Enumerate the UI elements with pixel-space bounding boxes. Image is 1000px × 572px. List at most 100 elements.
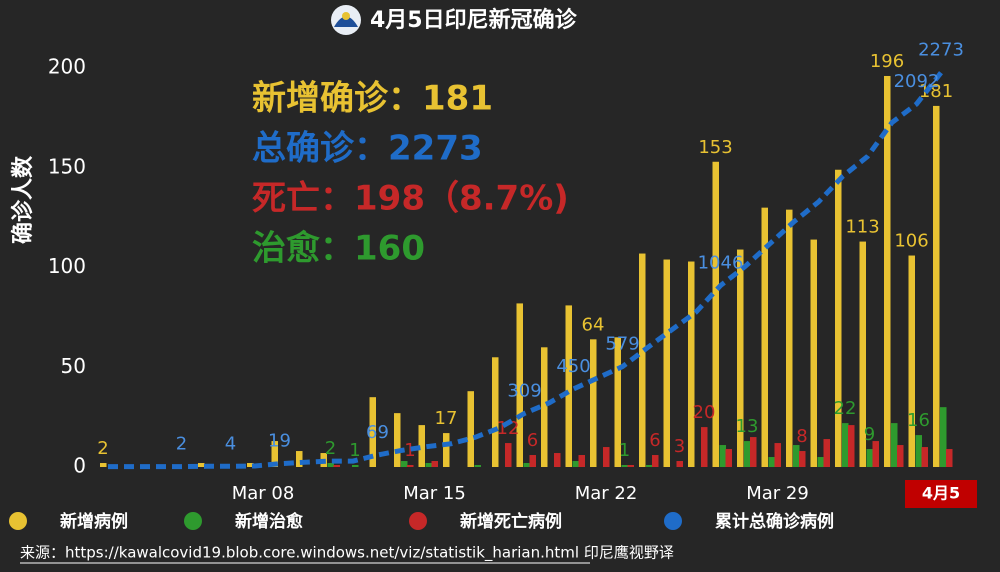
- bar: [100, 463, 107, 467]
- bar: [701, 427, 708, 467]
- bar: [646, 465, 653, 467]
- bar: [198, 463, 205, 467]
- bar: [725, 449, 732, 467]
- bar: [296, 451, 303, 467]
- x-tick-label: Mar 15: [403, 483, 466, 504]
- bar: [676, 461, 683, 467]
- bar: [908, 255, 915, 467]
- annotation: 死亡：198（8.7%): [252, 179, 569, 219]
- bar: [327, 463, 334, 467]
- data-label: 16: [907, 410, 930, 431]
- line: [108, 71, 943, 470]
- bar: [621, 465, 628, 467]
- bar: [369, 397, 376, 467]
- data-label: 153: [698, 137, 732, 158]
- bar: [872, 441, 879, 467]
- annotation: 总确诊：2273: [252, 129, 483, 169]
- data-label: 113: [845, 217, 879, 238]
- data-label: 4: [225, 433, 236, 454]
- data-label: 1: [404, 440, 415, 461]
- bar: [786, 209, 793, 467]
- bar: [842, 423, 849, 467]
- bar: [467, 391, 474, 467]
- y-tick-label: 200: [48, 55, 86, 79]
- legend-label: 新增死亡病例: [460, 511, 562, 532]
- bar: [933, 105, 940, 467]
- data-label: 1: [349, 440, 360, 461]
- legend-marker: [184, 512, 202, 530]
- bar: [590, 339, 597, 467]
- bar: [866, 449, 873, 467]
- bar: [271, 441, 278, 467]
- data-label: 2092: [894, 71, 940, 92]
- legend-label: 累计总确诊病例: [715, 511, 834, 532]
- bar: [891, 423, 898, 467]
- bar: [529, 455, 536, 467]
- bar: [603, 447, 610, 467]
- data-label: 2: [97, 438, 108, 459]
- bar: [744, 441, 751, 467]
- x-tick-highlight: [905, 480, 977, 508]
- annotation: 新增确诊：181: [252, 79, 493, 119]
- bar: [768, 457, 775, 467]
- y-tick-label: 150: [48, 154, 86, 178]
- bar: [572, 461, 579, 467]
- bar: [425, 463, 432, 467]
- bar: [823, 439, 830, 467]
- data-label: 22: [834, 398, 857, 419]
- legend-label: 新增治愈: [235, 511, 304, 532]
- bar: [652, 455, 659, 467]
- data-label: 13: [736, 416, 759, 437]
- bar: [793, 445, 800, 467]
- data-label: 20: [693, 402, 716, 423]
- bar: [848, 425, 855, 467]
- data-label: 69: [366, 422, 389, 443]
- data-label: 1046: [698, 253, 744, 274]
- source: 来源：https://kawalcovid19.blob.core.window…: [20, 544, 674, 563]
- bar: [474, 465, 481, 467]
- bar: [578, 455, 585, 467]
- data-label: 106: [894, 231, 928, 252]
- bar: [407, 465, 414, 467]
- bar: [915, 435, 922, 467]
- bar: [835, 169, 842, 467]
- data-label: 196: [870, 51, 904, 72]
- data-label: 1: [619, 440, 630, 461]
- bar: [761, 207, 768, 467]
- bar: [247, 463, 254, 467]
- bar: [688, 261, 695, 467]
- bar: [940, 407, 947, 467]
- bar: [614, 337, 621, 467]
- bar: [810, 239, 817, 467]
- data-label: 3: [674, 436, 685, 457]
- bar: [750, 437, 757, 467]
- bar: [394, 413, 401, 467]
- bar: [817, 457, 824, 467]
- bar: [516, 303, 523, 467]
- data-label: 2: [325, 438, 336, 459]
- bar: [921, 447, 928, 467]
- x-tick-label: Mar 22: [575, 483, 638, 504]
- bar: [333, 465, 340, 467]
- bar: [774, 443, 781, 467]
- x-tick-label: Mar 08: [232, 483, 295, 504]
- bar: [554, 453, 561, 467]
- chart-title: 4月5日印尼新冠确诊: [370, 7, 578, 33]
- bar: [492, 357, 499, 467]
- data-label: 19: [268, 431, 291, 452]
- bar: [719, 445, 726, 467]
- bar: [859, 241, 866, 467]
- bar: [799, 451, 806, 467]
- bar: [663, 259, 670, 467]
- bar: [897, 445, 904, 467]
- data-label: 17: [435, 408, 458, 429]
- data-label: 579: [605, 334, 639, 355]
- legend-label: 新增病例: [60, 511, 128, 532]
- bar: [401, 461, 408, 467]
- data-label: 9: [864, 424, 875, 445]
- bar: [737, 249, 744, 467]
- y-tick-label: 50: [61, 354, 86, 378]
- bar: [523, 463, 530, 467]
